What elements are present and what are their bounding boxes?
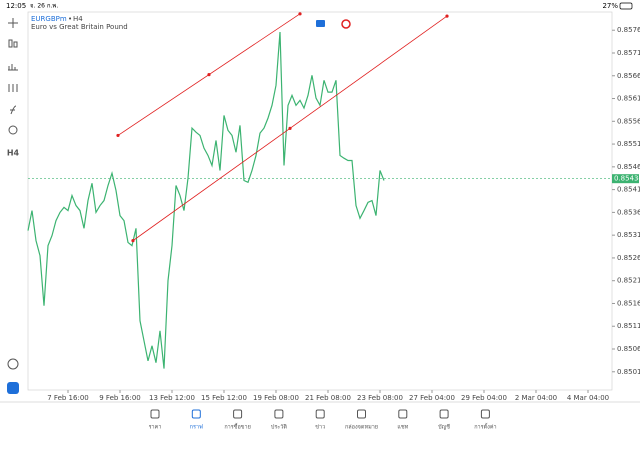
indicator-tool[interactable] <box>8 64 18 71</box>
battery-icon <box>619 2 633 10</box>
one-click-button[interactable] <box>316 20 325 27</box>
timeframe: H4 <box>73 15 83 23</box>
y-tick-label: 0.8561 <box>617 95 640 103</box>
symbol[interactable]: EURGBPm <box>31 15 67 23</box>
current-price-label: 0.85434 <box>614 175 640 183</box>
current-price-box <box>612 174 639 184</box>
tab-label[interactable]: ราคา <box>149 425 162 431</box>
y-tick-label: 0.8541 <box>617 186 640 194</box>
tab-icon[interactable] <box>274 409 284 419</box>
subtitle: Euro vs Great Britain Pound <box>31 23 128 31</box>
left-toolbar <box>7 18 19 370</box>
tab-label[interactable]: การซื้อขาย <box>224 423 250 431</box>
function-tool[interactable] <box>10 105 17 115</box>
tab-icon[interactable] <box>398 409 408 419</box>
separator: • <box>68 15 72 23</box>
x-tick-label: 27 Feb 04:00 <box>409 394 455 402</box>
x-tick-label: 19 Feb 08:00 <box>253 394 299 402</box>
tab-label[interactable]: แชท <box>397 424 408 431</box>
tab-icon[interactable] <box>315 409 325 419</box>
x-tick-label: 2 Mar 04:00 <box>515 394 557 402</box>
tab-icon[interactable] <box>191 409 201 419</box>
tab-label[interactable]: บัญชี <box>438 424 450 431</box>
trend-anchor <box>116 133 120 138</box>
price-line <box>27 31 385 369</box>
x-tick-label: 7 Feb 16:00 <box>47 394 88 402</box>
tab-label[interactable]: กราฟ <box>190 424 203 431</box>
crosshair-tool[interactable] <box>8 18 18 28</box>
trend-anchor <box>298 12 302 16</box>
x-tick-label: 13 Feb 12:00 <box>149 394 195 402</box>
battery: 27% <box>602 2 618 10</box>
tab-icon[interactable] <box>480 409 490 419</box>
tab-icon[interactable] <box>439 409 449 419</box>
y-tick-label: 0.8511 <box>617 322 640 330</box>
tab-label[interactable]: การตั้งค่า <box>474 423 496 431</box>
x-tick-label: 9 Feb 16:00 <box>99 394 140 402</box>
tab-icon[interactable] <box>150 409 160 419</box>
x-tick-label: 23 Feb 08:00 <box>357 394 403 402</box>
x-tick-label: 21 Feb 08:00 <box>305 394 351 402</box>
y-tick-label: 0.8571 <box>617 49 640 57</box>
x-tick-label: 29 Feb 04:00 <box>461 394 507 402</box>
trend-anchor <box>288 126 292 130</box>
status-time: 12:05 <box>6 2 26 10</box>
y-tick-label: 0.8551 <box>617 140 640 148</box>
signals-tool[interactable] <box>7 358 19 370</box>
trend-anchor <box>207 73 211 77</box>
settings-tool[interactable] <box>8 84 18 92</box>
objects-tool[interactable] <box>8 125 18 135</box>
y-tick-label: 0.8521 <box>617 277 640 285</box>
tab-label[interactable]: ประวัติ <box>271 424 287 431</box>
trend-anchor <box>131 239 135 243</box>
trend-anchor <box>445 14 449 18</box>
tab-icon[interactable] <box>233 409 243 419</box>
tab-label[interactable]: ข่าว <box>315 425 325 431</box>
status-date: จ. 26 ก.พ. <box>30 3 58 10</box>
tab-label[interactable]: กล่องจดหมาย <box>345 425 378 431</box>
x-tick-label: 4 Mar 04:00 <box>567 394 609 402</box>
x-tick-label: 15 Feb 12:00 <box>201 394 247 402</box>
candle-tool[interactable] <box>8 39 13 48</box>
y-tick-label: 0.8531 <box>617 231 640 239</box>
app-logo[interactable] <box>7 382 19 394</box>
timeframe-button[interactable]: H4 <box>7 149 20 158</box>
tab-icon[interactable] <box>357 409 366 419</box>
alert-button[interactable] <box>341 19 351 29</box>
y-tick-label: 0.8501 <box>617 368 640 376</box>
plot-frame <box>27 11 613 391</box>
